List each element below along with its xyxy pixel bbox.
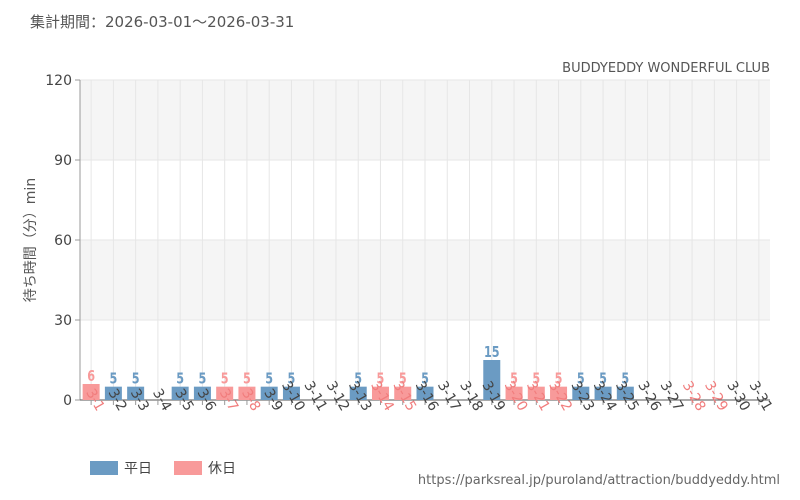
bar-3-21 xyxy=(527,386,545,400)
bar-3-1 xyxy=(82,384,100,400)
x-tick-label-3-31: 3-31 xyxy=(746,378,776,414)
y-tick-label: 60 xyxy=(54,233,72,249)
bar-3-25 xyxy=(616,386,634,400)
legend: 平日 休日 xyxy=(90,458,258,478)
bar-3-19 xyxy=(483,360,501,400)
data-label-3-21: 5 xyxy=(532,371,540,388)
period-text: 集計期間：2026-03-01～2026-03-31 xyxy=(30,13,295,31)
data-label-3-9: 5 xyxy=(265,371,273,388)
y-axis-label: 待ち時間（分）min xyxy=(23,178,39,302)
data-label-3-1: 6 xyxy=(87,369,95,386)
data-label-3-24: 5 xyxy=(599,371,607,388)
bar-3-20 xyxy=(505,386,523,400)
bar-3-9 xyxy=(260,386,278,400)
data-label-3-25: 5 xyxy=(621,371,629,388)
bar-3-13 xyxy=(349,386,367,400)
legend-item-holiday: 休日 xyxy=(174,458,236,478)
data-label-3-6: 5 xyxy=(199,371,207,388)
data-label-3-22: 5 xyxy=(555,371,563,388)
x-tick-label-3-4: 3-4 xyxy=(149,386,174,414)
chart-title: BUDDYEDDY WONDERFUL CLUB xyxy=(562,61,770,76)
data-label-3-16: 5 xyxy=(421,371,429,388)
bar-3-23 xyxy=(572,386,590,400)
y-tick-label: 30 xyxy=(54,313,72,329)
bar-3-15 xyxy=(394,386,412,400)
legend-label-holiday: 休日 xyxy=(208,461,236,477)
bar-3-16 xyxy=(416,386,434,400)
data-label-3-7: 5 xyxy=(221,371,229,388)
bar-3-22 xyxy=(550,386,568,400)
y-tick-label: 90 xyxy=(54,153,72,169)
legend-swatch-weekday xyxy=(90,461,118,475)
bar-3-7 xyxy=(216,386,234,400)
data-label-3-19: 15 xyxy=(484,345,500,362)
bar-3-5 xyxy=(171,386,189,400)
bar-3-14 xyxy=(371,386,389,400)
bar-3-2 xyxy=(104,386,122,400)
data-label-3-23: 5 xyxy=(577,371,585,388)
legend-label-weekday: 平日 xyxy=(124,461,152,477)
data-label-3-20: 5 xyxy=(510,371,518,388)
data-label-3-8: 5 xyxy=(243,371,251,388)
source-url: https://parksreal.jp/puroland/attraction… xyxy=(417,473,780,488)
data-label-3-3: 5 xyxy=(132,371,140,388)
data-label-3-5: 5 xyxy=(176,371,184,388)
legend-swatch-holiday xyxy=(174,461,202,475)
bar-3-6 xyxy=(193,386,211,400)
bar-3-24 xyxy=(594,386,612,400)
legend-item-weekday: 平日 xyxy=(90,458,152,478)
bar-3-10 xyxy=(282,386,300,400)
bar-3-3 xyxy=(127,386,145,400)
data-label-3-13: 5 xyxy=(354,371,362,388)
data-label-3-15: 5 xyxy=(399,371,407,388)
y-tick-label: 120 xyxy=(45,73,72,89)
data-label-3-2: 5 xyxy=(109,371,117,388)
bar-3-8 xyxy=(238,386,256,400)
data-label-3-10: 5 xyxy=(288,371,296,388)
y-tick-label: 0 xyxy=(63,393,72,409)
data-label-3-14: 5 xyxy=(377,371,385,388)
